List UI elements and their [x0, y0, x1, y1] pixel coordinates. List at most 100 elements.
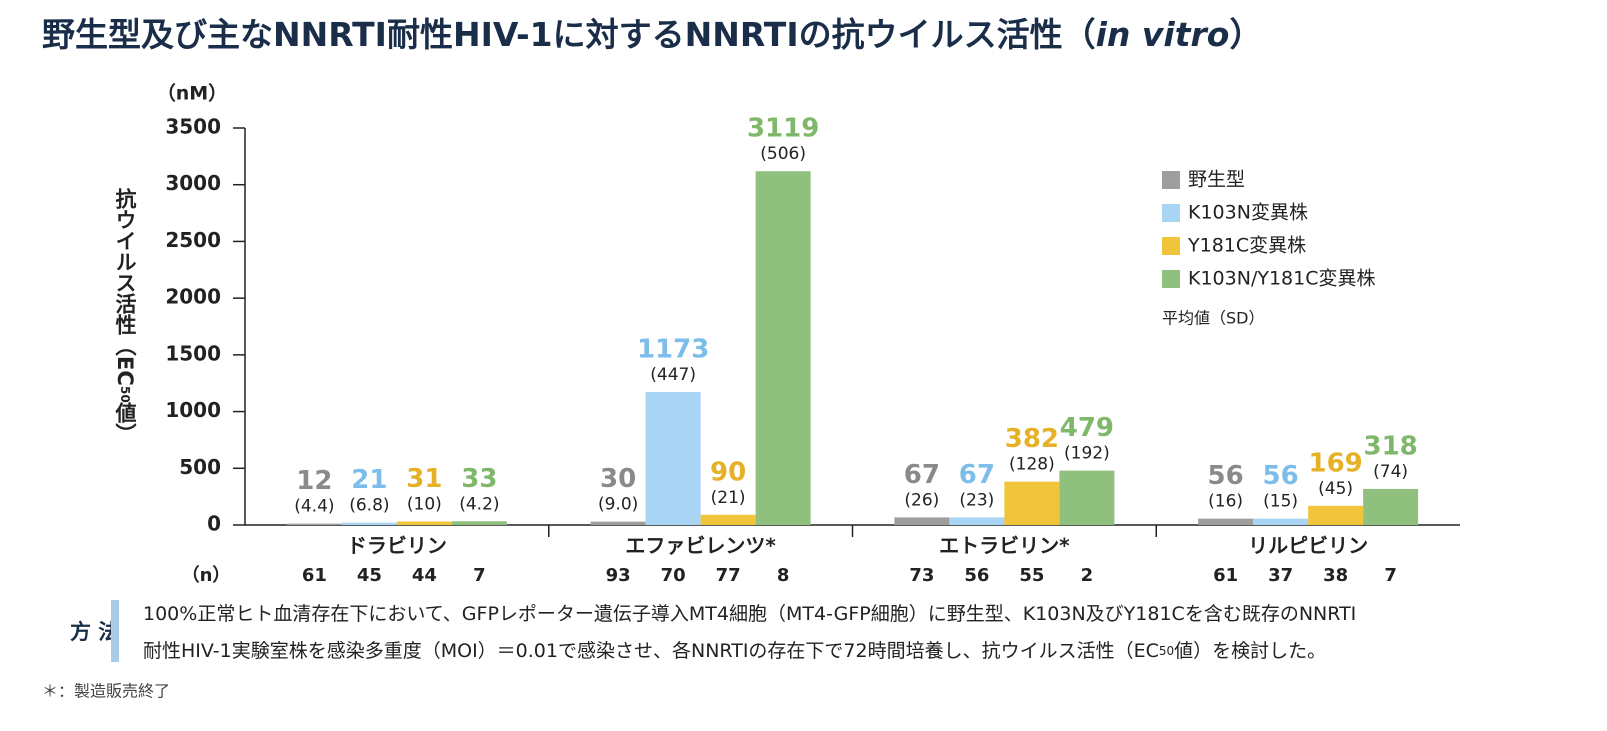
value-label: 31	[406, 464, 442, 494]
sd-label: (4.2)	[459, 494, 499, 514]
title-part: ）	[1229, 15, 1262, 54]
y-label-sub: 50	[118, 386, 132, 403]
n-value: 2	[1081, 565, 1094, 586]
value-label: 21	[351, 465, 387, 495]
legend-note: 平均値（SD）	[1162, 309, 1264, 328]
title-italic: in vitro	[1096, 15, 1230, 54]
n-value: 55	[1019, 565, 1044, 586]
y-axis-label: 抗ウイルス活性（EC 50 値）	[113, 187, 138, 444]
title-part: 野生型及び主なNNRTI耐性HIV-1に対するNNRTIの抗ウイルス活性（	[42, 15, 1096, 54]
method-bar	[111, 600, 119, 662]
bar	[1363, 488, 1419, 525]
legend-swatch	[1162, 171, 1180, 189]
method-sub: 50	[1159, 644, 1174, 658]
n-value: 70	[661, 565, 686, 586]
n-value: 93	[606, 565, 631, 586]
y-tick-label: 500	[179, 455, 221, 479]
bar	[286, 523, 342, 525]
value-label: 479	[1060, 413, 1114, 443]
value-label: 90	[710, 457, 746, 487]
sd-label: (4.4)	[294, 497, 334, 517]
n-value: 45	[357, 565, 382, 586]
bar	[1059, 470, 1115, 525]
x-tick-label: エトラビリン*	[939, 534, 1070, 558]
value-label: 169	[1308, 448, 1362, 478]
bar	[341, 522, 397, 525]
y-label-part: 抗ウイルス活性（EC	[113, 187, 137, 385]
value-label: 3119	[747, 114, 819, 144]
value-label: 12	[296, 466, 332, 496]
sd-label: (128)	[1009, 455, 1055, 475]
method-text: 値）を検討した。	[1174, 640, 1326, 662]
bar	[590, 521, 646, 525]
n-value: 61	[302, 565, 327, 586]
value-label: 1173	[637, 334, 709, 364]
legend-label: K103N変異株	[1188, 202, 1308, 224]
n-value: 7	[473, 565, 486, 586]
sd-label: (6.8)	[349, 496, 389, 516]
x-tick-label: リルピビリン	[1248, 534, 1368, 558]
n-label: （n）	[182, 565, 231, 586]
sd-label: (23)	[959, 490, 994, 510]
n-value: 56	[964, 565, 989, 586]
sd-label: (506)	[760, 144, 806, 164]
bar	[894, 517, 950, 525]
legend-label: 野生型	[1188, 169, 1245, 191]
value-label: 67	[959, 460, 995, 490]
sd-label: (9.0)	[598, 495, 638, 515]
n-value: 44	[412, 565, 437, 586]
legend-swatch	[1162, 270, 1180, 288]
sd-label: (45)	[1318, 479, 1353, 499]
bar	[645, 391, 701, 525]
y-label-part: 値）	[113, 402, 138, 445]
bar	[1308, 505, 1364, 525]
n-value: 7	[1384, 565, 1397, 586]
n-value: 73	[909, 565, 934, 586]
chart-title: 野生型及び主なNNRTI耐性HIV-1に対するNNRTIの抗ウイルス活性（in …	[42, 15, 1262, 54]
y-tick-label: 3500	[165, 115, 221, 139]
bar	[1253, 518, 1309, 525]
bar	[451, 521, 507, 525]
method-text: 耐性HIV-1実験室株を感染多重度（MOI）＝0.01で感染させ、各NNRTIの…	[143, 640, 1159, 662]
sd-label: (16)	[1208, 492, 1243, 512]
legend-swatch	[1162, 204, 1180, 222]
bar	[1198, 518, 1254, 525]
method-text: 100%正常ヒト血清存在下において、GFPレポーター遺伝子導入MT4細胞（MT4…	[143, 603, 1356, 625]
y-tick-label: 0	[207, 512, 221, 536]
sd-label: (15)	[1263, 492, 1298, 512]
sd-label: (192)	[1064, 444, 1110, 464]
sd-label: (10)	[407, 494, 442, 514]
n-value: 37	[1268, 565, 1293, 586]
legend-label: Y181C変異株	[1187, 235, 1306, 257]
y-tick-label: 1000	[165, 398, 221, 422]
sd-label: (26)	[904, 490, 939, 510]
bar	[949, 517, 1005, 525]
y-unit: （nM）	[157, 82, 227, 105]
bar	[700, 514, 756, 525]
bar	[755, 171, 811, 525]
y-tick-label: 2500	[165, 228, 221, 252]
n-value: 61	[1213, 565, 1238, 586]
x-tick-label: ドラビリン	[347, 534, 447, 558]
footnote: ＊：製造販売終了	[42, 682, 170, 701]
sd-label: (21)	[711, 488, 746, 508]
value-label: 318	[1363, 431, 1417, 461]
n-value: 8	[777, 565, 790, 586]
y-tick-label: 1500	[165, 341, 221, 365]
value-label: 382	[1005, 424, 1059, 454]
value-label: 56	[1208, 461, 1244, 491]
x-tick-label: エファビレンツ*	[625, 534, 776, 558]
method-line: 耐性HIV-1実験室株を感染多重度（MOI）＝0.01で感染させ、各NNRTIの…	[143, 640, 1326, 662]
value-label: 30	[600, 464, 636, 494]
method-line: 100%正常ヒト血清存在下において、GFPレポーター遺伝子導入MT4細胞（MT4…	[143, 603, 1356, 625]
value-label: 67	[904, 460, 940, 490]
n-value: 38	[1323, 565, 1348, 586]
bar	[1004, 481, 1060, 525]
sd-label: (447)	[650, 365, 696, 385]
y-tick-label: 3000	[165, 171, 221, 195]
legend-label: K103N/Y181C変異株	[1188, 268, 1375, 290]
value-label: 56	[1263, 461, 1299, 491]
y-tick-label: 2000	[165, 285, 221, 309]
value-label: 33	[461, 464, 497, 494]
